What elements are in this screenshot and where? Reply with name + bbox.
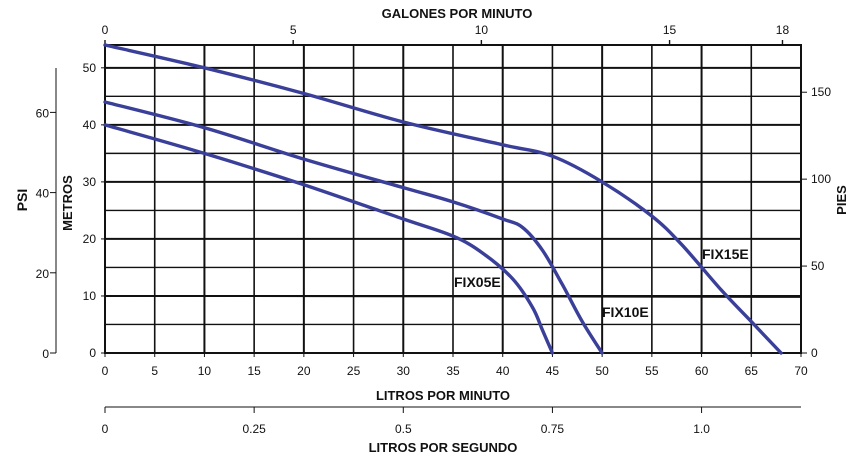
lps-axis-label: LITROS POR SEGUNDO: [369, 440, 518, 455]
bottom-tick-label: 65: [745, 364, 759, 378]
top-tick-label: 0: [102, 23, 109, 37]
left-tick-label: 20: [83, 232, 97, 246]
bottom-tick-label: 15: [247, 364, 261, 378]
lps-tick-label: 0.75: [541, 422, 565, 436]
bottom-tick-label: 40: [496, 364, 510, 378]
top-tick-label: 5: [290, 23, 297, 37]
top-axis-label: GALONES POR MINUTO: [382, 6, 533, 21]
series-line-fix10e: [103, 100, 604, 355]
psi-tick-label: 20: [36, 267, 50, 281]
bottom-tick-label: 55: [645, 364, 659, 378]
left-tick-label: 0: [89, 346, 96, 360]
lps-tick-label: 0.25: [242, 422, 266, 436]
top-tick-label: 18: [776, 23, 790, 37]
right-tick-label: 150: [811, 85, 831, 99]
left-tick-label: 40: [83, 118, 97, 132]
psi-tick-label: 0: [42, 347, 49, 361]
lps-tick-label: 0.5: [395, 422, 412, 436]
grid: [104, 44, 802, 354]
bottom-tick-label: 0: [102, 364, 109, 378]
psi-tick-label: 60: [36, 106, 50, 120]
bottom-tick-label: 50: [595, 364, 609, 378]
bottom-tick-label: 45: [546, 364, 560, 378]
series-group: [103, 43, 783, 355]
bottom-tick-label: 25: [347, 364, 361, 378]
bottom-tick-label: 30: [397, 364, 411, 378]
top-tick-label: 10: [475, 23, 489, 37]
reference-line: [104, 295, 802, 298]
bottom-tick-label: 70: [794, 364, 808, 378]
curve-label-fix15e: FIX15E: [702, 246, 749, 262]
bottom-tick-label: 35: [446, 364, 460, 378]
left-tick-label: 10: [83, 289, 97, 303]
bottom-tick-label: 5: [151, 364, 158, 378]
left-tick-label: 30: [83, 175, 97, 189]
right-tick-label: 0: [811, 346, 818, 360]
right-axis-label: PIES: [834, 185, 849, 215]
right-tick-label: 100: [811, 172, 831, 186]
left-tick-label: 50: [83, 61, 97, 75]
psi-axis-label: PSI: [14, 189, 30, 212]
curve-label-fix10e: FIX10E: [602, 304, 649, 320]
lps-tick-label: 0: [102, 422, 109, 436]
right-tick-label: 50: [811, 259, 825, 273]
bottom-tick-label: 60: [695, 364, 709, 378]
bottom-tick-label: 20: [297, 364, 311, 378]
lps-tick-label: 1.0: [693, 422, 710, 436]
curve-label-fix05e: FIX05E: [454, 274, 501, 290]
bottom-axis-label: LITROS POR MINUTO: [376, 388, 510, 403]
series-line-fix15e: [103, 43, 783, 355]
left-axis-label: METROS: [60, 175, 75, 231]
psi-tick-label: 40: [36, 187, 50, 201]
top-tick-label: 15: [663, 23, 677, 37]
series-line-fix05e: [103, 123, 555, 355]
labels-group: FIX05E FIX10E FIX15E: [454, 246, 749, 320]
bottom-tick-label: 10: [198, 364, 212, 378]
